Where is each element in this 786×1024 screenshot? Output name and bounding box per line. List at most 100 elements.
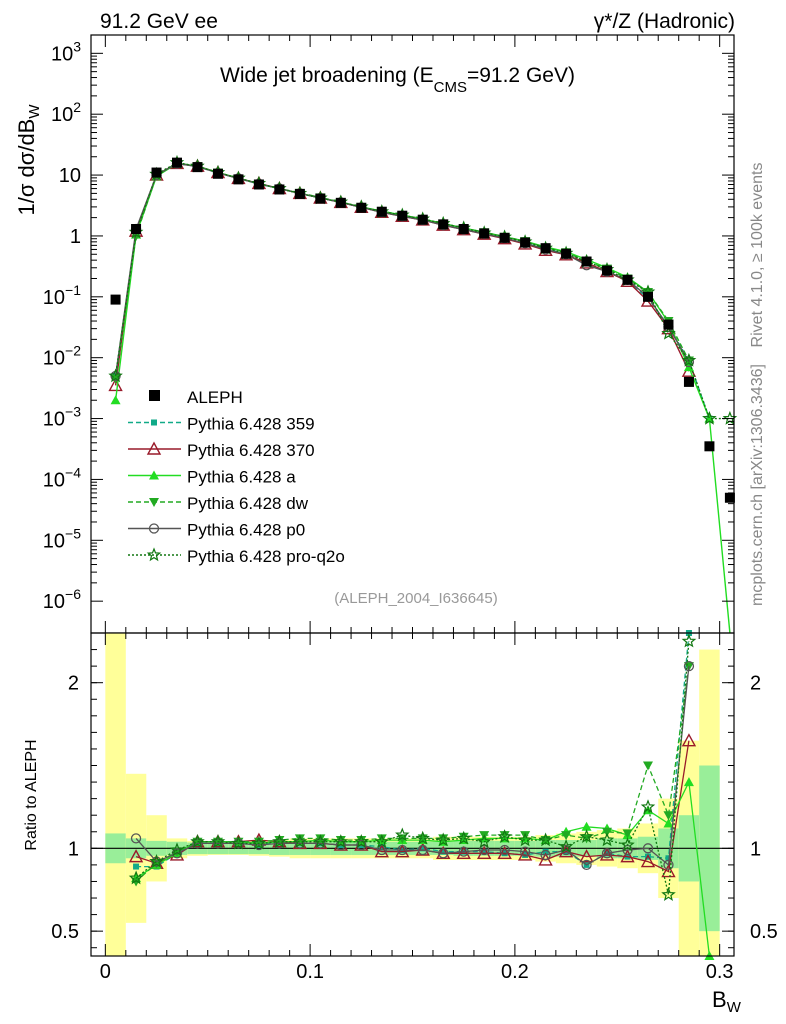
- ratio-marker-3: [458, 832, 469, 842]
- ratio-marker-5: [231, 835, 246, 850]
- ratio-marker-4: [356, 839, 367, 851]
- y-tick-label: 10: [59, 165, 81, 187]
- legend-label-2: Pythia 6.428 a: [187, 468, 296, 487]
- data-point: [704, 441, 715, 452]
- ratio-y-tick-label-right: 2: [750, 673, 761, 695]
- ratio-marker-5: [313, 834, 328, 848]
- rivet-version-label: Rivet 4.1.0, ≥ 100k events: [749, 163, 766, 348]
- ratio-marker-0: [665, 855, 672, 862]
- ratio-marker-5: [149, 853, 164, 868]
- y-tick-base: 10: [43, 348, 65, 370]
- data-point: [110, 294, 121, 305]
- plot-title-sub: CMS: [434, 79, 467, 96]
- ratio-marker-4: [335, 839, 346, 851]
- analysis-id: (ALEPH_2004_I636645): [334, 590, 497, 607]
- y-tick-label: 103: [51, 38, 81, 65]
- series-marker-5: [702, 410, 717, 425]
- ratio-line-4: [135, 666, 690, 867]
- ratio-marker-3: [602, 827, 613, 837]
- ratio-marker-0: [133, 863, 140, 870]
- ratio-marker-5: [620, 837, 635, 852]
- ratio-marker-5: [374, 834, 390, 848]
- ratio-marker-4: [192, 838, 203, 849]
- plot-title: Wide jet broadening (ECMS=91.2 GeV): [220, 64, 575, 96]
- ratio-marker-5: [169, 842, 185, 857]
- ratio-marker-0: [419, 845, 426, 852]
- ratio-marker-2: [581, 821, 592, 831]
- y-tick-base: 10: [43, 469, 65, 491]
- legend-label-0: Pythia 6.428 359: [187, 415, 315, 434]
- data-point: [479, 228, 490, 239]
- y-axis-label: 1/σ dσ/dBW: [14, 104, 43, 216]
- ratio-marker-4: [499, 844, 510, 856]
- ratio-marker-1: [620, 849, 635, 863]
- ratio-marker-1: [579, 849, 594, 863]
- ratio-marker-5: [415, 830, 430, 845]
- legend-marker-1: [146, 441, 162, 455]
- ratio-y-tick-label-left: 0.5: [51, 921, 79, 943]
- ratio-marker-1: [640, 854, 656, 868]
- x-tick-label: 0.2: [501, 961, 529, 983]
- ratio-marker-5: [354, 834, 369, 848]
- ratio-marker-4: [642, 843, 654, 854]
- ratio-marker-2: [683, 777, 694, 787]
- y-tick-exponent: −6: [65, 586, 81, 602]
- data-point: [581, 256, 592, 267]
- y-tick-base: 10: [43, 530, 65, 552]
- ratio-marker-5: [435, 832, 451, 847]
- y-tick-base: 10: [59, 165, 81, 187]
- y-tick-exponent: −5: [65, 525, 81, 541]
- y-tick-exponent: −3: [65, 404, 81, 420]
- y-tick-exponent: 3: [73, 38, 81, 54]
- y-axis-label-sub: W: [26, 104, 43, 119]
- ratio-marker-4: [417, 844, 428, 856]
- data-point: [335, 197, 346, 208]
- series-marker-5: [108, 368, 123, 383]
- ratio-series-layer: [128, 630, 715, 960]
- ratio-marker-0: [542, 848, 549, 855]
- ratio-marker-5: [579, 829, 594, 843]
- y-tick-base: 10: [51, 43, 73, 65]
- legend-label-data: ALEPH: [187, 388, 243, 407]
- ratio-marker-3: [438, 834, 449, 844]
- y-tick-base: 10: [43, 591, 65, 613]
- ratio-marker-4: [560, 844, 572, 856]
- data-point: [458, 224, 469, 235]
- data-point: [151, 167, 162, 178]
- y-tick-label: 1: [70, 226, 81, 248]
- ratio-marker-3: [663, 811, 674, 821]
- series-marker-4: [683, 356, 695, 368]
- y-tick-base: 1: [70, 226, 81, 248]
- ratio-marker-3: [253, 837, 264, 847]
- data-point: [294, 188, 305, 199]
- data-point: [212, 168, 223, 179]
- ratio-axis-ticks: 0.5 0.5 1 1 2 2 0 0.1 0.2 0.3: [51, 633, 778, 983]
- ratio-y-tick-label-right: 1: [750, 838, 761, 860]
- ratio-marker-4: [130, 833, 142, 844]
- y-tick-label: 10−5: [43, 525, 81, 552]
- ratio-marker-1: [538, 852, 553, 866]
- data-point: [192, 162, 203, 173]
- ratio-y-tick-label-left: 2: [68, 673, 79, 695]
- ratio-marker-1: [661, 864, 676, 878]
- ratio-marker-3: [642, 761, 653, 771]
- legend-marker-3: [149, 498, 159, 507]
- y-tick-label: 10−4: [43, 464, 81, 491]
- data-point: [172, 157, 183, 168]
- ratio-y-label: Ratio to ALEPH: [23, 739, 40, 850]
- x-tick-label: 0.3: [706, 961, 734, 983]
- y-tick-exponent: −1: [65, 282, 81, 298]
- plot-title-main: Wide jet broadening (E: [220, 64, 434, 87]
- data-point: [663, 319, 674, 330]
- ratio-marker-4: [479, 844, 490, 856]
- ratio-marker-5: [661, 887, 676, 901]
- plot-title-tail: =91.2 GeV): [467, 64, 575, 87]
- ratio-marker-5: [128, 870, 144, 885]
- ratio-marker-5: [497, 829, 512, 843]
- legend-label-5: Pythia 6.428 pro-q2o: [187, 547, 345, 566]
- y-tick-label: 10−6: [43, 586, 81, 613]
- ratio-marker-4: [212, 838, 224, 849]
- ratio-marker-4: [458, 846, 469, 857]
- ratio-marker-1: [374, 844, 389, 858]
